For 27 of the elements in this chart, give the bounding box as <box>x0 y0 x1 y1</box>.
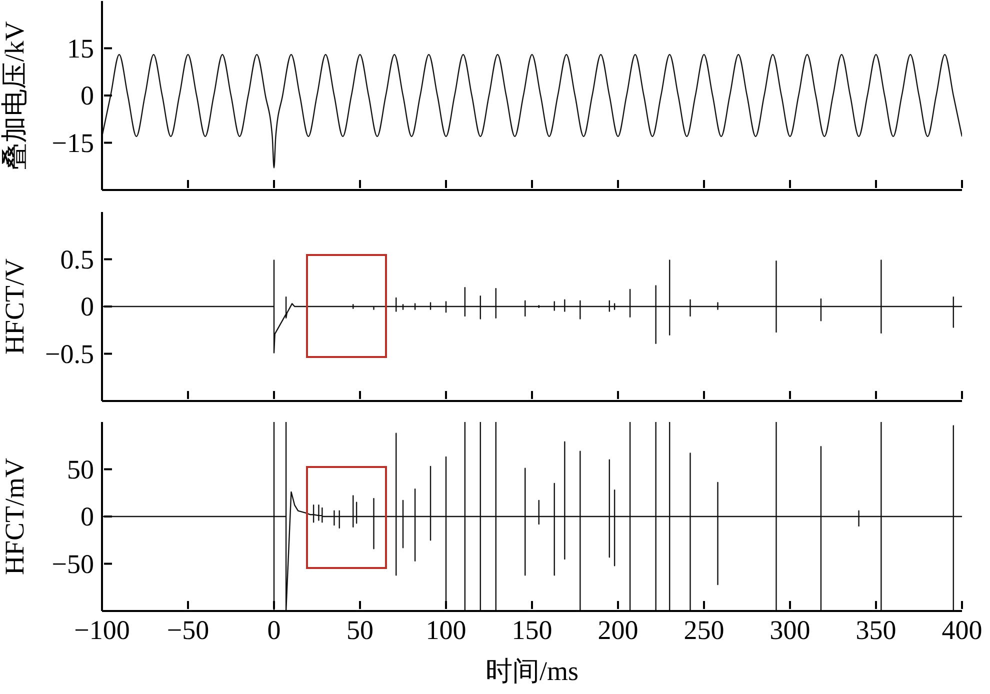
y-tick-label: −50 <box>52 548 94 579</box>
y-tick-label: 0 <box>80 80 94 110</box>
line-series <box>102 260 962 354</box>
y-tick-label: 0 <box>80 292 94 322</box>
x-tick-label: 250 <box>684 615 724 645</box>
line-series <box>102 422 962 611</box>
x-tick-label: 50 <box>346 615 374 645</box>
x-tick-label: 400 <box>942 615 982 645</box>
y-tick-label: 0.5 <box>60 244 94 274</box>
x-tick-label: 100 <box>426 615 466 645</box>
x-tick-label: −50 <box>166 615 210 645</box>
x-tick-label: −100 <box>74 615 130 645</box>
x-tick-label: 200 <box>598 615 638 645</box>
x-tick-label: 150 <box>512 615 552 645</box>
y-tick-label: −0.5 <box>45 338 94 369</box>
y-tick-label: 0 <box>80 502 94 532</box>
y-tick-label: 15 <box>67 33 94 64</box>
y-axis-title: 叠加电压/kV <box>0 20 30 170</box>
x-tick-label: 350 <box>856 615 896 645</box>
y-tick-label: 50 <box>67 454 94 484</box>
y-axis-title: HFCT/mV <box>0 457 30 576</box>
x-tick-label: 300 <box>770 615 810 645</box>
x-axis-title: 时间/ms <box>485 656 579 686</box>
y-axis-title: HFCT/V <box>0 258 30 355</box>
x-tick-label: 0 <box>267 615 281 645</box>
line-series <box>102 54 962 169</box>
y-tick-label: −15 <box>52 128 94 158</box>
